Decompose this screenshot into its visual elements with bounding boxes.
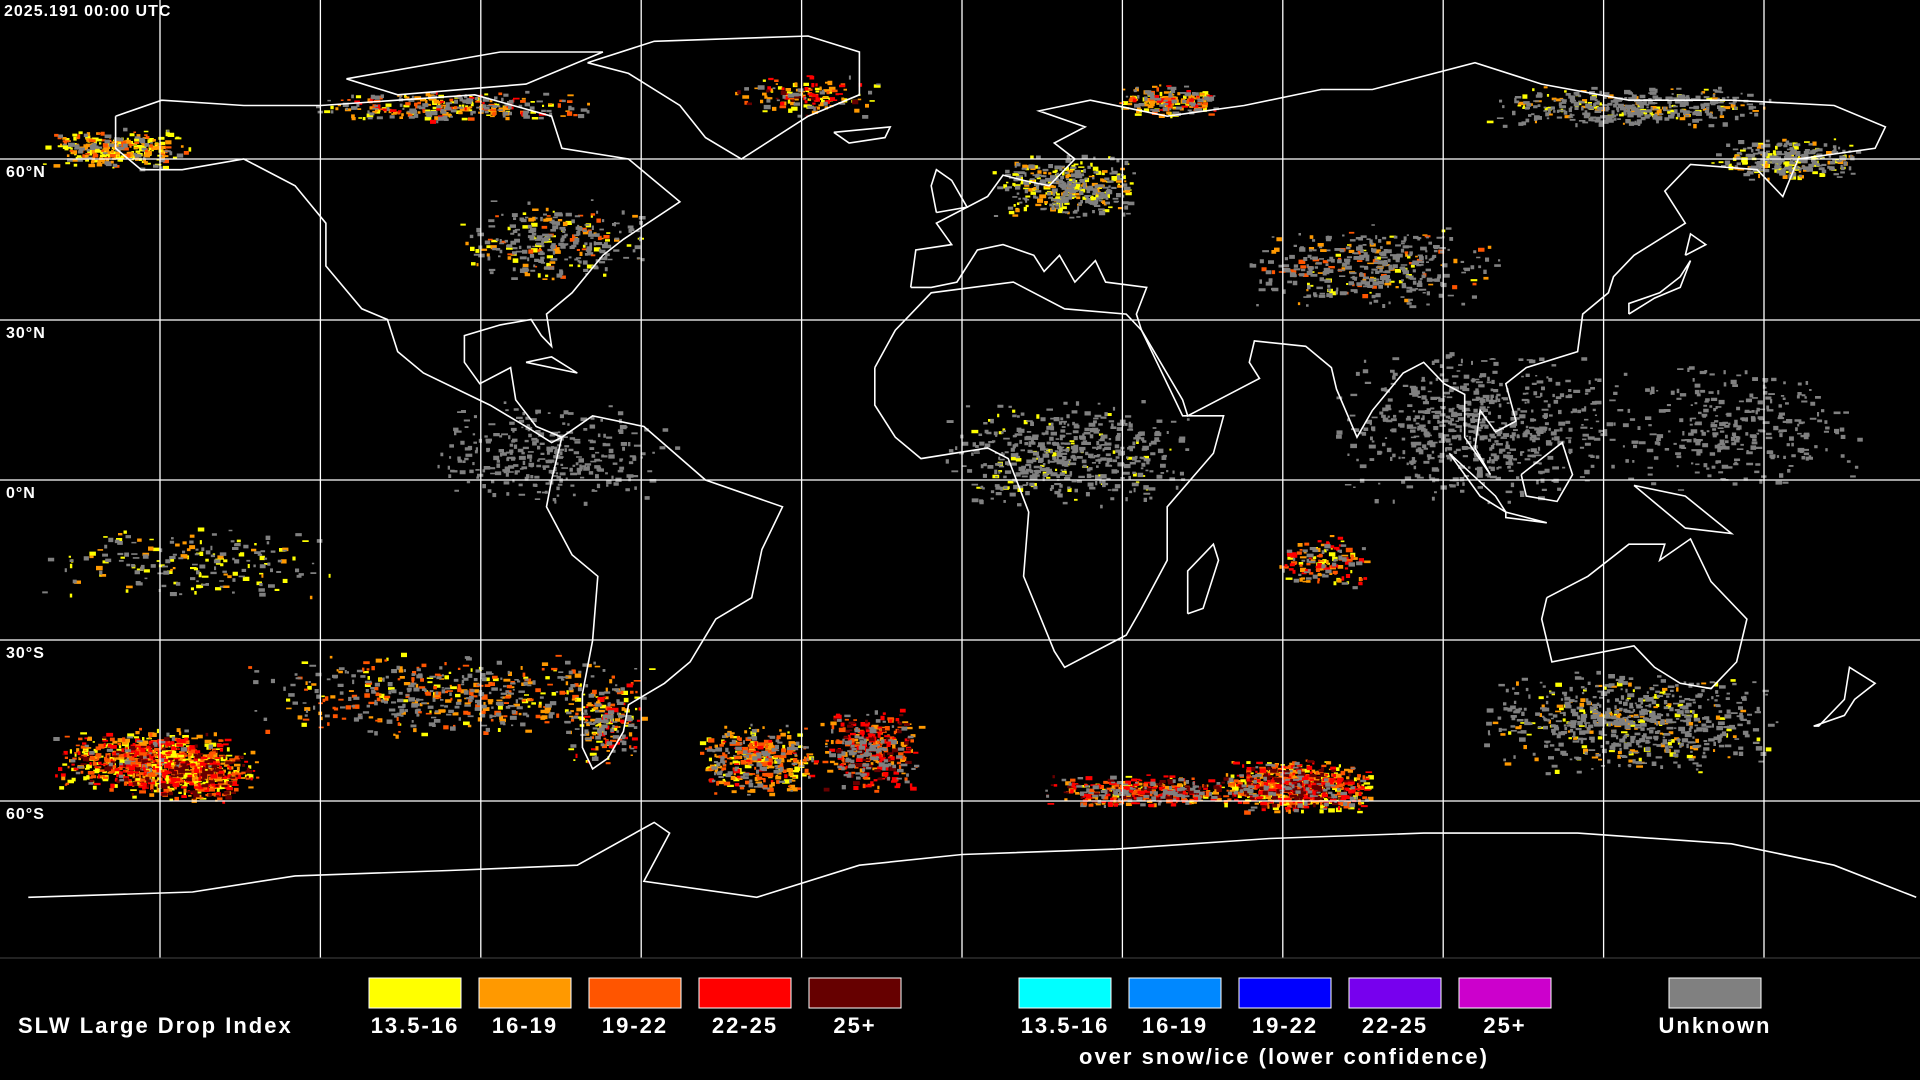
- legend-label: 22-25: [1362, 1013, 1428, 1038]
- coastline: [1186, 542, 1220, 615]
- cloud-patch: [286, 655, 621, 739]
- legend-label: 19-22: [602, 1013, 668, 1038]
- cloud-patch: [1484, 670, 1779, 776]
- coastline: [346, 51, 604, 96]
- cloud-patch: [487, 213, 610, 279]
- cloud-patch: [58, 127, 184, 172]
- cloud-patch: [1231, 760, 1361, 809]
- cloud-patch: [340, 92, 578, 121]
- cloud-patch: [1734, 138, 1854, 181]
- cloud-patch: [61, 728, 234, 788]
- cloud-patch: [822, 715, 918, 793]
- timestamp: 2025.191 00:00 UTC: [4, 3, 171, 20]
- legend-label: 19-22: [1252, 1013, 1318, 1038]
- cloud-patch: [1284, 536, 1368, 586]
- legend-swatch: [1128, 977, 1222, 1009]
- legend-label: 22-25: [712, 1013, 778, 1038]
- legend-label: 16-19: [1142, 1013, 1208, 1038]
- cloud-patch: [1282, 544, 1366, 590]
- cloud-patch: [1045, 775, 1239, 808]
- coastline: [587, 35, 861, 160]
- legend-swatch: [1348, 977, 1442, 1009]
- cloud-patch: [706, 723, 814, 796]
- coastline: [909, 61, 1887, 476]
- cloud-patch: [1227, 761, 1369, 813]
- latitude-label: 60°N: [6, 164, 46, 181]
- cloud-patch: [42, 129, 192, 171]
- coastline: [1505, 511, 1548, 524]
- legend-swatch: [808, 977, 902, 1009]
- cloud-patch: [575, 683, 642, 764]
- cloud-patch: [945, 400, 1190, 509]
- cloud-patch: [1336, 352, 1618, 505]
- legend-label: 25+: [833, 1013, 876, 1038]
- coastline: [1633, 484, 1735, 535]
- legend-label: 13.5-16: [1021, 1013, 1110, 1038]
- cloud-patch: [1125, 85, 1219, 116]
- latitude-label: 0°N: [6, 485, 36, 502]
- cloud-patch: [705, 725, 814, 797]
- legend-label: 16-19: [492, 1013, 558, 1038]
- legend-label: 13.5-16: [371, 1013, 460, 1038]
- legend-title: SLW Large Drop Index: [18, 1013, 293, 1038]
- cloud-patch: [1279, 535, 1371, 583]
- cloud-patch: [1285, 540, 1356, 586]
- coastline: [545, 414, 784, 771]
- cloud-patch: [992, 155, 1134, 215]
- cloud-patch: [248, 654, 638, 735]
- cloud-patch: [286, 652, 656, 737]
- cloud-layer: [42, 75, 1863, 815]
- coastline: [1628, 260, 1692, 315]
- cloud-patch: [823, 714, 912, 792]
- legend: SLW Large Drop Index over snow/ice (lowe…: [18, 977, 1772, 1069]
- cloud-patch: [1716, 139, 1862, 181]
- coastline: [833, 125, 892, 144]
- cloud-patch: [1132, 85, 1217, 112]
- cloud-patch: [316, 90, 590, 124]
- cloud-patch: [130, 750, 260, 802]
- legend-swatch: [1668, 977, 1762, 1009]
- cloud-patch: [820, 717, 926, 790]
- latitude-label: 30°S: [6, 645, 45, 662]
- legend-swatch: [1458, 977, 1552, 1009]
- cloud-patch: [825, 710, 920, 790]
- coastline: [1520, 441, 1574, 503]
- legend-swatch: [1238, 977, 1332, 1009]
- coastline: [874, 281, 1225, 669]
- legend-swatch: [698, 977, 792, 1009]
- latitude-label: 30°N: [6, 325, 46, 342]
- cloud-patch: [469, 199, 646, 280]
- legend-label: 25+: [1483, 1013, 1526, 1038]
- coastline: [1684, 232, 1708, 257]
- legend-caption: over snow/ice (lower confidence): [1079, 1044, 1489, 1069]
- legend-swatch: [1018, 977, 1112, 1009]
- cloud-patch: [1249, 224, 1501, 309]
- legend-swatch: [588, 977, 682, 1009]
- legend-swatch: [368, 977, 462, 1009]
- cloud-patch: [564, 684, 647, 761]
- cloud-patch: [735, 80, 869, 114]
- cloud-patch: [1613, 366, 1863, 491]
- legend-label: Unknown: [1659, 1013, 1772, 1038]
- coastline: [114, 93, 682, 444]
- coastline: [1813, 665, 1877, 727]
- cloud-patch: [74, 533, 313, 600]
- coastline: [525, 356, 578, 374]
- legend-swatch: [478, 977, 572, 1009]
- latitude-labels: 60°N 30°N 0°N 30°S 60°S: [6, 164, 46, 823]
- latitude-label: 60°S: [6, 806, 45, 823]
- cloud-patch: [993, 154, 1136, 219]
- graticule: [0, 0, 1920, 958]
- cloud-patch: [124, 753, 252, 800]
- cloud-patch: [1496, 86, 1772, 128]
